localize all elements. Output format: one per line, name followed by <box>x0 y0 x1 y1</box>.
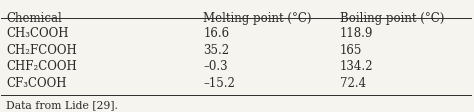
Text: Melting point (°C): Melting point (°C) <box>203 12 312 25</box>
Text: CH₃COOH: CH₃COOH <box>6 27 69 40</box>
Text: Chemical: Chemical <box>6 12 62 25</box>
Text: Data from Lide [29].: Data from Lide [29]. <box>6 99 118 109</box>
Text: Boiling point (°C): Boiling point (°C) <box>339 12 444 25</box>
Text: 72.4: 72.4 <box>339 76 366 89</box>
Text: 165: 165 <box>339 43 362 56</box>
Text: –15.2: –15.2 <box>203 76 235 89</box>
Text: 16.6: 16.6 <box>203 27 229 40</box>
Text: –0.3: –0.3 <box>203 60 228 73</box>
Text: 35.2: 35.2 <box>203 43 229 56</box>
Text: 134.2: 134.2 <box>339 60 373 73</box>
Text: CHF₂COOH: CHF₂COOH <box>6 60 77 73</box>
Text: 118.9: 118.9 <box>339 27 373 40</box>
Text: CH₂FCOOH: CH₂FCOOH <box>6 43 77 56</box>
Text: CF₃COOH: CF₃COOH <box>6 76 66 89</box>
